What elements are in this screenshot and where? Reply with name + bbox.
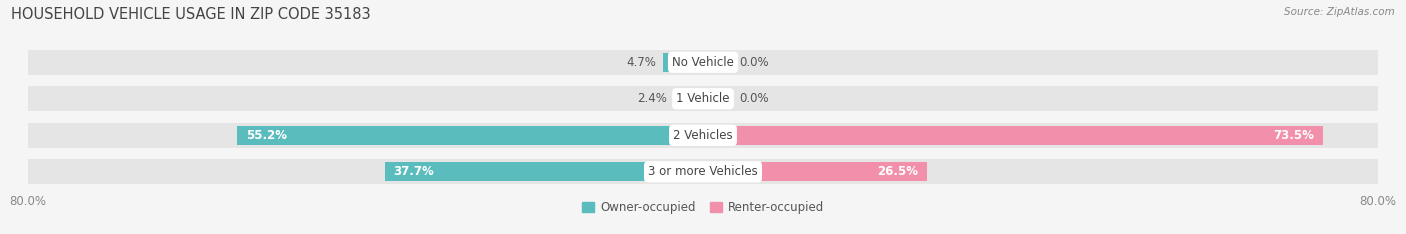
Bar (673, 89, 703, 108)
Legend: Owner-occupied, Renter-occupied: Owner-occupied, Renter-occupied (578, 197, 828, 219)
Text: 2 Vehicles: 2 Vehicles (673, 129, 733, 142)
Text: 1 Vehicle: 1 Vehicle (676, 92, 730, 105)
Text: No Vehicle: No Vehicle (672, 56, 734, 69)
Text: 55.2%: 55.2% (246, 129, 287, 142)
Text: 37.7%: 37.7% (394, 165, 434, 178)
Bar (703, 162, 927, 181)
Bar (703, 126, 1323, 145)
Bar (28, 159, 1378, 184)
Text: 4.7%: 4.7% (627, 56, 657, 69)
Bar (703, 53, 733, 72)
Text: 2.4%: 2.4% (637, 92, 666, 105)
Text: Source: ZipAtlas.com: Source: ZipAtlas.com (1284, 7, 1395, 17)
Bar (664, 53, 703, 72)
Bar (385, 162, 703, 181)
Bar (28, 50, 1378, 75)
Text: HOUSEHOLD VEHICLE USAGE IN ZIP CODE 35183: HOUSEHOLD VEHICLE USAGE IN ZIP CODE 3518… (11, 7, 371, 22)
Bar (238, 126, 703, 145)
Text: 0.0%: 0.0% (740, 92, 769, 105)
Text: 3 or more Vehicles: 3 or more Vehicles (648, 165, 758, 178)
Text: 26.5%: 26.5% (877, 165, 918, 178)
Bar (28, 86, 1378, 111)
Bar (28, 123, 1378, 148)
Bar (703, 89, 733, 108)
Text: 73.5%: 73.5% (1274, 129, 1315, 142)
Text: 0.0%: 0.0% (740, 56, 769, 69)
